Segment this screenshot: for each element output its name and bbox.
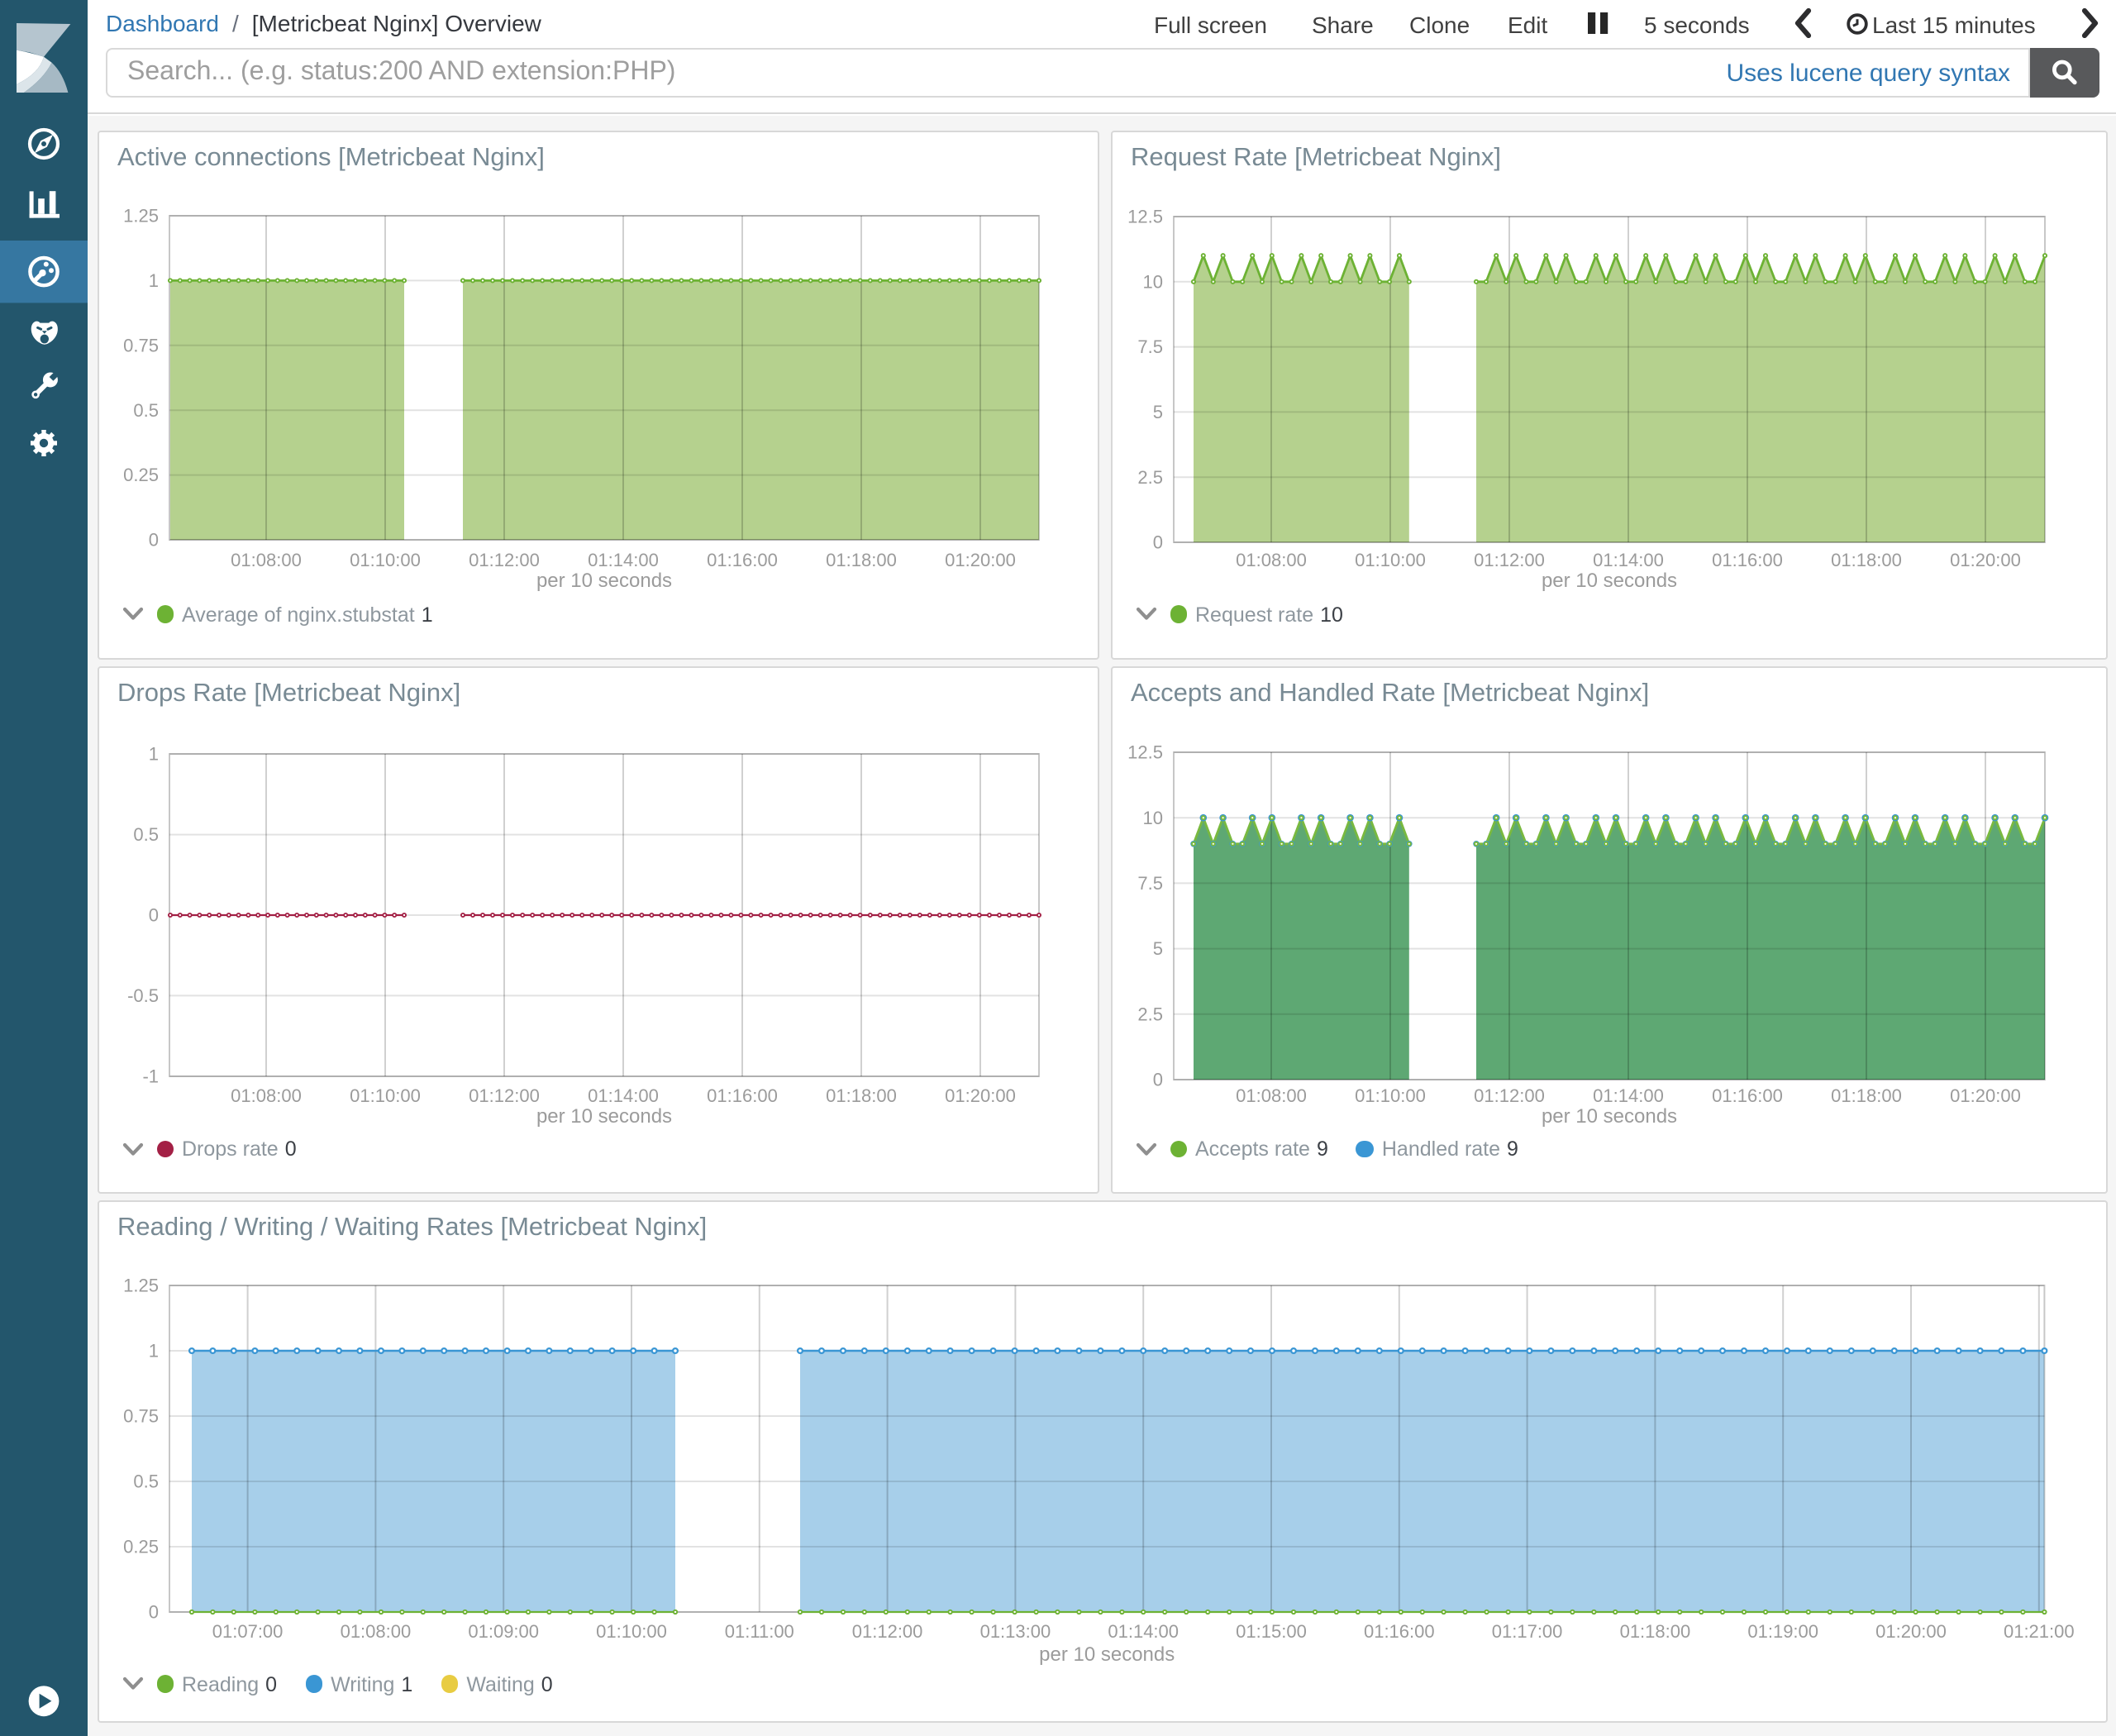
svg-text:01:15:00: 01:15:00: [1236, 1621, 1307, 1642]
svg-text:0: 0: [1153, 532, 1163, 553]
svg-text:0: 0: [149, 904, 159, 925]
svg-text:01:10:00: 01:10:00: [596, 1621, 667, 1642]
svg-text:10: 10: [1143, 271, 1163, 292]
svg-text:01:19:00: 01:19:00: [1747, 1621, 1818, 1642]
svg-text:01:08:00: 01:08:00: [231, 550, 302, 570]
svg-text:12.5: 12.5: [1127, 742, 1163, 762]
svg-text:01:09:00: 01:09:00: [468, 1621, 539, 1642]
svg-text:0.5: 0.5: [133, 400, 159, 421]
svg-text:01:14:00: 01:14:00: [1593, 1085, 1664, 1105]
svg-text:2.5: 2.5: [1137, 1003, 1163, 1023]
svg-text:5: 5: [1153, 937, 1163, 958]
svg-text:01:12:00: 01:12:00: [1474, 1085, 1545, 1105]
svg-text:01:12:00: 01:12:00: [852, 1621, 923, 1642]
svg-text:per 10 seconds: per 10 seconds: [1542, 570, 1677, 592]
svg-text:1.25: 1.25: [123, 1276, 159, 1296]
svg-text:10: 10: [1143, 807, 1163, 827]
svg-text:per 10 seconds: per 10 seconds: [536, 1104, 672, 1127]
svg-text:01:18:00: 01:18:00: [826, 1085, 897, 1105]
svg-text:01:20:00: 01:20:00: [1950, 1085, 2021, 1105]
svg-text:01:18:00: 01:18:00: [1831, 1085, 1902, 1105]
svg-text:01:18:00: 01:18:00: [1620, 1621, 1691, 1642]
svg-text:01:10:00: 01:10:00: [1355, 550, 1426, 570]
svg-text:01:21:00: 01:21:00: [2004, 1621, 2075, 1642]
svg-text:1: 1: [149, 270, 159, 291]
svg-text:01:14:00: 01:14:00: [588, 550, 659, 570]
svg-text:12.5: 12.5: [1127, 207, 1163, 227]
svg-text:01:20:00: 01:20:00: [945, 1085, 1016, 1105]
svg-text:0: 0: [1153, 1069, 1163, 1090]
svg-text:01:20:00: 01:20:00: [1875, 1621, 1947, 1642]
svg-text:per 10 seconds: per 10 seconds: [536, 570, 672, 592]
svg-text:0.75: 0.75: [123, 1406, 159, 1427]
svg-text:0.75: 0.75: [123, 335, 159, 355]
svg-text:0: 0: [149, 1602, 159, 1623]
svg-text:0.25: 0.25: [123, 465, 159, 485]
svg-text:01:10:00: 01:10:00: [1355, 1085, 1426, 1105]
svg-text:01:16:00: 01:16:00: [707, 550, 778, 570]
svg-text:-0.5: -0.5: [127, 985, 159, 1005]
svg-text:per 10 seconds: per 10 seconds: [1039, 1643, 1175, 1666]
svg-text:01:10:00: 01:10:00: [350, 1085, 421, 1105]
svg-text:7.5: 7.5: [1137, 872, 1163, 893]
svg-text:01:17:00: 01:17:00: [1492, 1621, 1563, 1642]
svg-text:-1: -1: [142, 1066, 159, 1086]
svg-text:01:08:00: 01:08:00: [1236, 550, 1307, 570]
svg-text:01:08:00: 01:08:00: [1236, 1085, 1307, 1105]
svg-text:0: 0: [149, 530, 159, 551]
svg-text:01:08:00: 01:08:00: [231, 1085, 302, 1105]
svg-text:01:16:00: 01:16:00: [1712, 1085, 1783, 1105]
svg-text:1: 1: [149, 743, 159, 764]
svg-text:0.5: 0.5: [133, 823, 159, 844]
svg-text:01:18:00: 01:18:00: [1831, 550, 1902, 570]
svg-text:2.5: 2.5: [1137, 467, 1163, 488]
svg-text:1.25: 1.25: [123, 206, 159, 227]
svg-text:5: 5: [1153, 402, 1163, 422]
svg-text:01:12:00: 01:12:00: [469, 1085, 540, 1105]
svg-text:01:14:00: 01:14:00: [1108, 1621, 1179, 1642]
svg-text:0.5: 0.5: [133, 1471, 159, 1492]
svg-text:01:16:00: 01:16:00: [1364, 1621, 1435, 1642]
svg-text:01:16:00: 01:16:00: [1712, 550, 1783, 570]
svg-text:01:10:00: 01:10:00: [350, 550, 421, 570]
svg-text:01:07:00: 01:07:00: [212, 1621, 284, 1642]
svg-text:01:11:00: 01:11:00: [725, 1621, 794, 1642]
svg-text:01:14:00: 01:14:00: [1593, 550, 1664, 570]
svg-text:01:14:00: 01:14:00: [588, 1085, 659, 1105]
svg-text:01:16:00: 01:16:00: [707, 1085, 778, 1105]
svg-text:01:13:00: 01:13:00: [980, 1621, 1051, 1642]
svg-text:01:20:00: 01:20:00: [945, 550, 1016, 570]
svg-text:01:08:00: 01:08:00: [341, 1621, 412, 1642]
svg-text:01:18:00: 01:18:00: [826, 550, 897, 570]
svg-text:per 10 seconds: per 10 seconds: [1542, 1104, 1677, 1127]
svg-text:7.5: 7.5: [1137, 336, 1163, 357]
svg-text:0.25: 0.25: [123, 1537, 159, 1557]
svg-text:01:12:00: 01:12:00: [1474, 550, 1545, 570]
svg-text:1: 1: [149, 1341, 159, 1362]
svg-text:01:12:00: 01:12:00: [469, 550, 540, 570]
svg-text:01:20:00: 01:20:00: [1950, 550, 2021, 570]
